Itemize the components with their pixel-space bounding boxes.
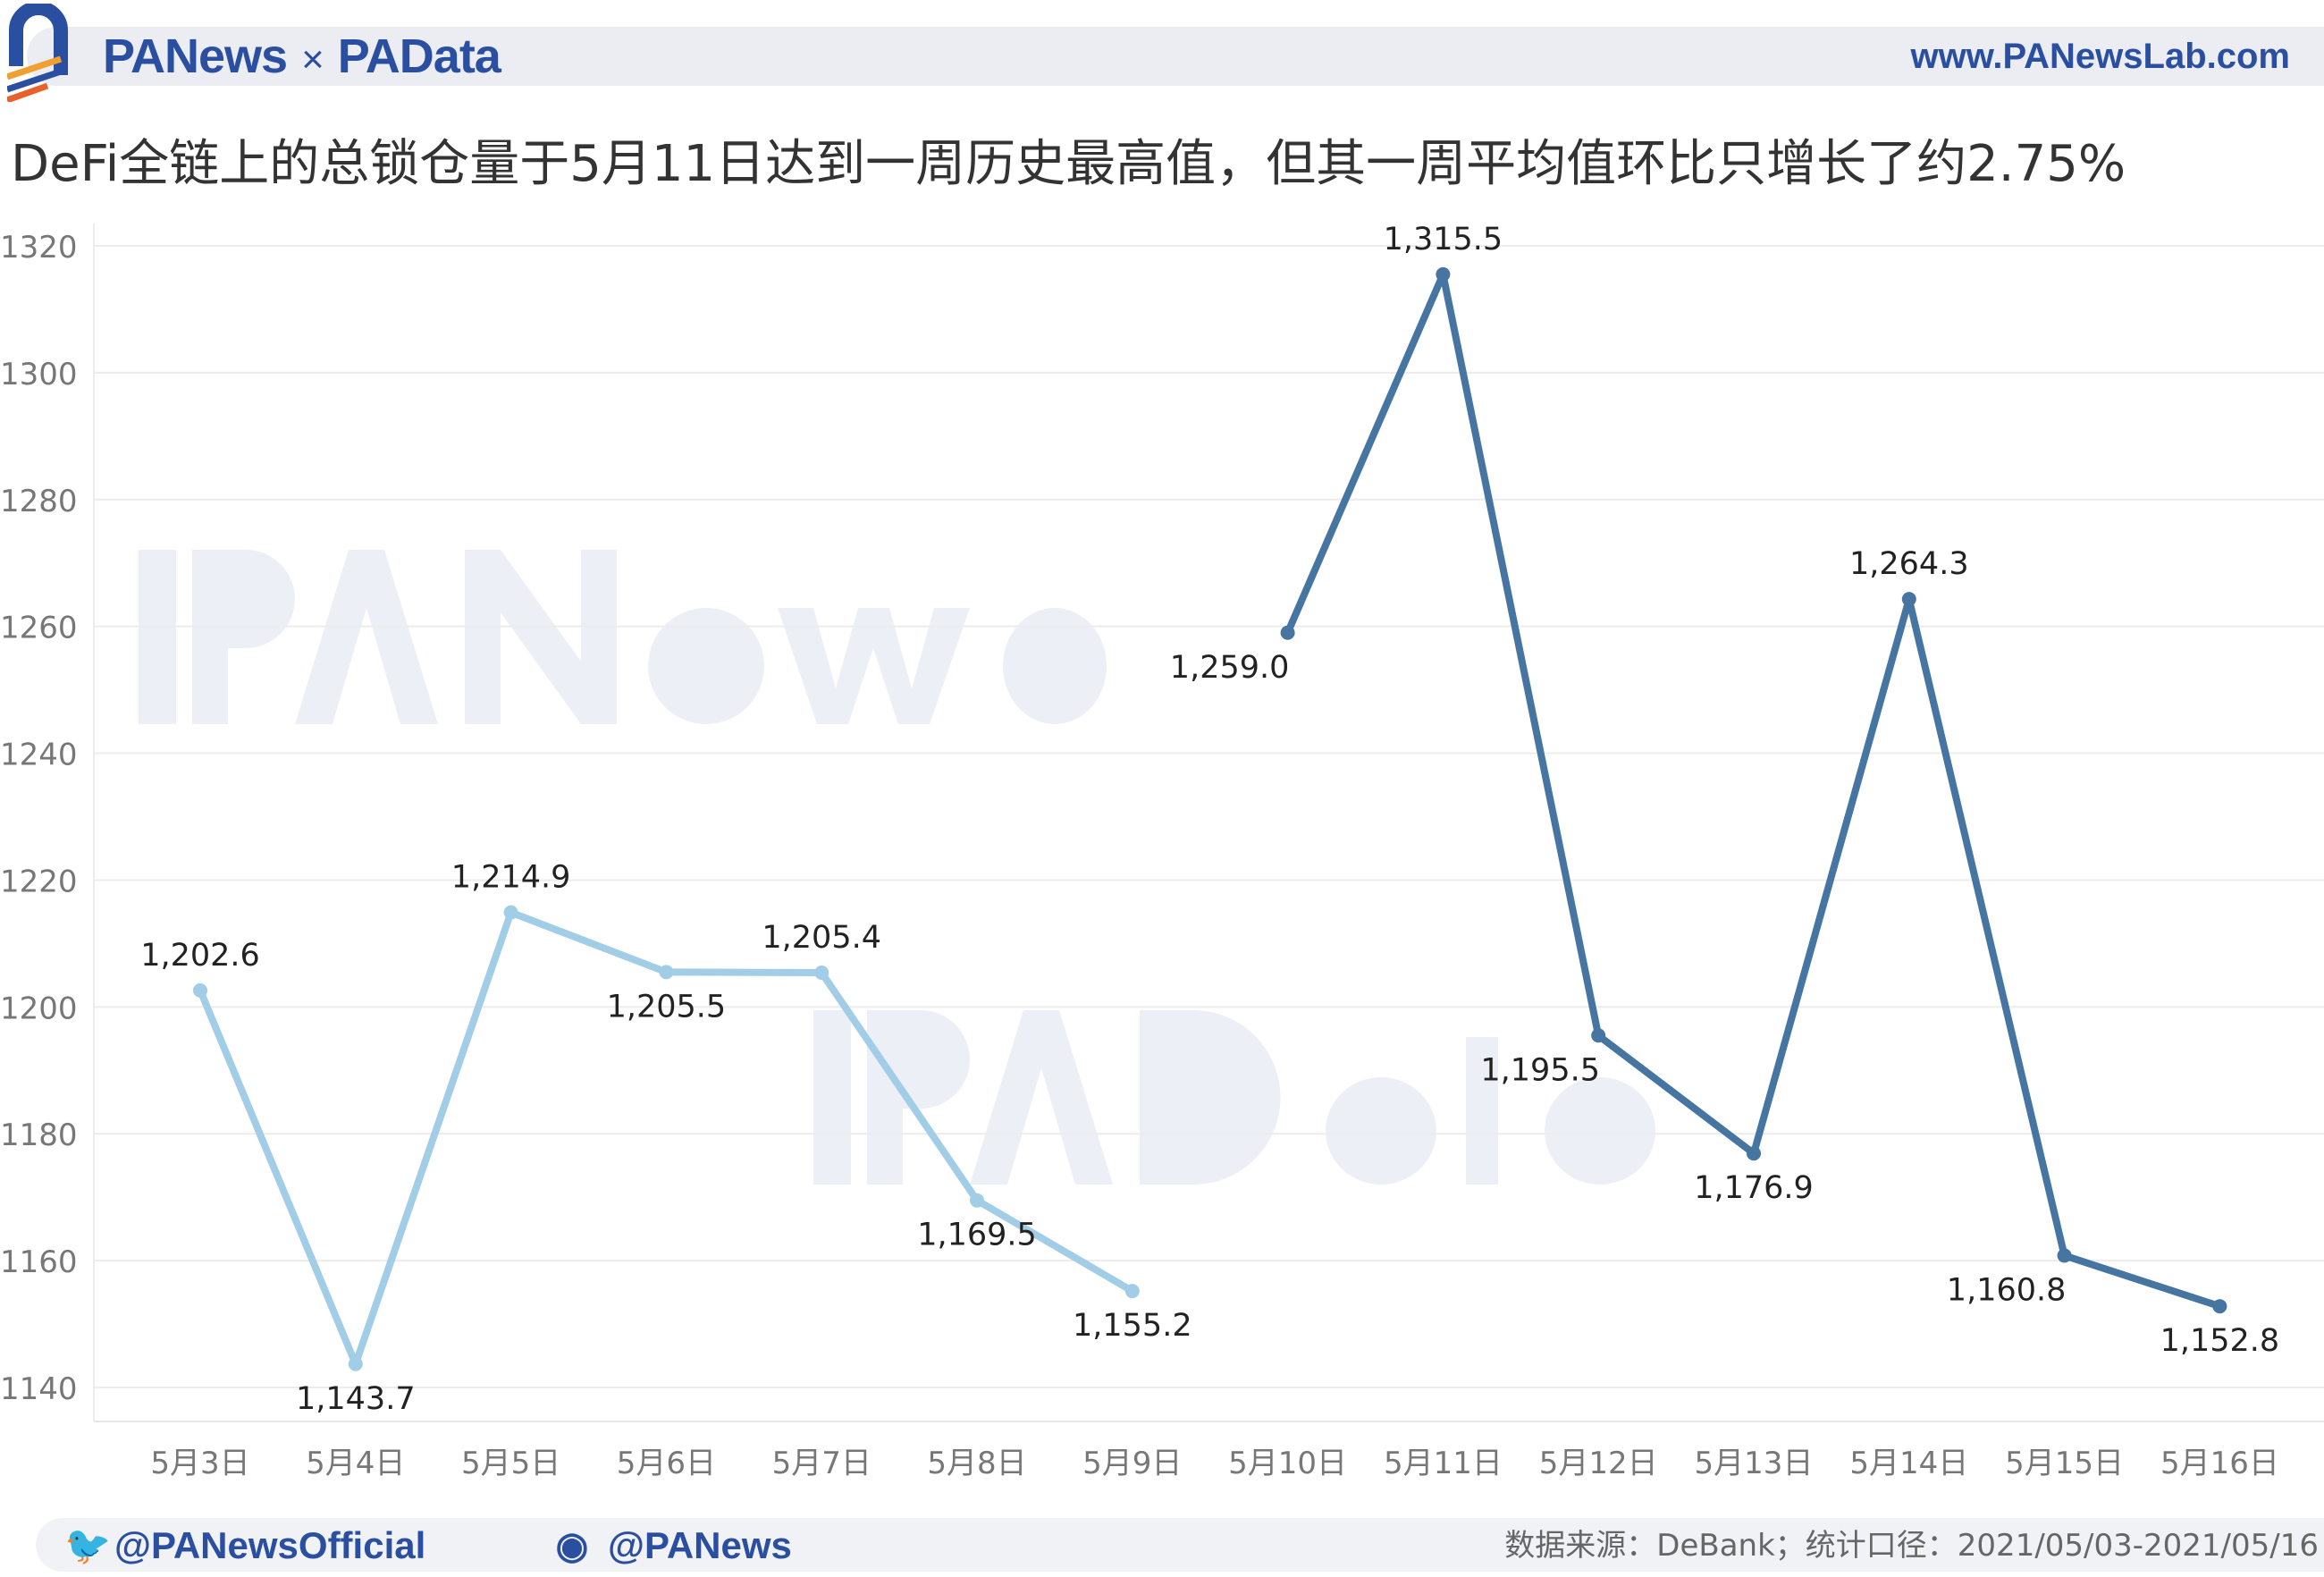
y-tick-label: 1200 [0, 991, 78, 1026]
x-tick-label: 5月11日 [1384, 1446, 1503, 1481]
brand-padata: PAData [337, 30, 501, 83]
brand-logo: PANews × PAData [103, 27, 501, 86]
brand-separator: × [301, 38, 324, 81]
x-tick-label: 5月8日 [927, 1446, 1026, 1481]
header-bar [27, 27, 2324, 86]
data-point [1901, 592, 1916, 607]
x-tick-label: 5月10日 [1228, 1446, 1347, 1481]
data-label: 1,143.7 [296, 1381, 416, 1417]
weibo-handle[interactable]: ◉ @PANews [536, 1520, 792, 1572]
x-tick-label: 5月9日 [1082, 1446, 1182, 1481]
data-label: 1,176.9 [1694, 1170, 1814, 1206]
data-point [1124, 1284, 1140, 1299]
y-tick-label: 1240 [0, 738, 78, 773]
data-point [970, 1193, 984, 1208]
data-point [2057, 1248, 2072, 1263]
y-tick-label: 1160 [0, 1244, 78, 1280]
data-label: 1,152.8 [2160, 1323, 2280, 1359]
footer-bar [36, 1518, 2324, 1572]
x-tick-label: 5月16日 [2160, 1446, 2279, 1481]
x-tick-label: 5月15日 [2005, 1446, 2124, 1481]
data-point [193, 982, 207, 998]
data-label: 1,205.5 [607, 989, 727, 1025]
data-label: 1,259.0 [1170, 650, 1290, 686]
data-point [1591, 1028, 1606, 1043]
data-label: 1,264.3 [1849, 546, 1969, 582]
y-tick-label: 1180 [0, 1117, 78, 1153]
data-label: 1,315.5 [1384, 222, 1503, 257]
x-tick-label: 5月5日 [461, 1446, 560, 1481]
data-label: 1,205.4 [762, 920, 881, 956]
x-tick-label: 5月12日 [1539, 1446, 1658, 1481]
x-tick-label: 5月4日 [306, 1446, 405, 1481]
site-url[interactable]: www.PANewsLab.com [1910, 37, 2290, 76]
brand-panews: PANews [103, 30, 288, 83]
data-label: 1,169.5 [917, 1218, 1037, 1253]
data-label: 1,202.6 [140, 938, 260, 974]
data-point [503, 905, 518, 920]
data-label: 1,195.5 [1480, 1052, 1600, 1088]
data-point [1436, 266, 1451, 282]
data-point [1747, 1146, 1761, 1161]
y-tick-label: 1140 [0, 1371, 78, 1407]
data-point [814, 966, 829, 981]
data-point [2212, 1299, 2227, 1314]
data-point [1280, 625, 1295, 640]
watermark-padata-logo [813, 1010, 1655, 1185]
twitter-handle-text: @PANewsOfficial [114, 1524, 426, 1566]
twitter-handle[interactable]: 🐦@PANewsOfficial [64, 1520, 425, 1572]
weibo-handle-text: @PANews [608, 1524, 792, 1566]
chart-title: DeFi全链上的总锁仓量于5月11日达到一周历史最高值，但其一周平均值环比只增长… [11, 135, 2126, 193]
watermark-panews-logo [139, 550, 1107, 724]
y-tick-label: 1280 [0, 484, 78, 519]
x-tick-label: 5月3日 [150, 1446, 249, 1481]
x-tick-label: 5月13日 [1695, 1446, 1814, 1481]
y-tick-label: 1220 [0, 864, 78, 899]
data-point [348, 1356, 363, 1371]
data-label: 1,155.2 [1073, 1308, 1192, 1344]
data-label: 1,160.8 [1947, 1272, 2067, 1308]
data-point [659, 965, 674, 980]
x-tick-label: 5月7日 [772, 1446, 872, 1481]
y-tick-label: 1300 [0, 357, 78, 392]
x-tick-label: 5月6日 [617, 1446, 716, 1481]
y-tick-label: 1320 [0, 230, 78, 266]
y-tick-label: 1260 [0, 611, 78, 646]
data-source: 数据来源：DeBank；统计口径：2021/05/03-2021/05/16 [1504, 1528, 2319, 1564]
twitter-icon: 🐦 [64, 1524, 112, 1566]
weibo-icon: ◉ [555, 1524, 589, 1566]
x-tick-label: 5月14日 [1849, 1446, 1968, 1481]
panews-logo-icon [7, 4, 68, 102]
data-label: 1,214.9 [451, 860, 571, 896]
